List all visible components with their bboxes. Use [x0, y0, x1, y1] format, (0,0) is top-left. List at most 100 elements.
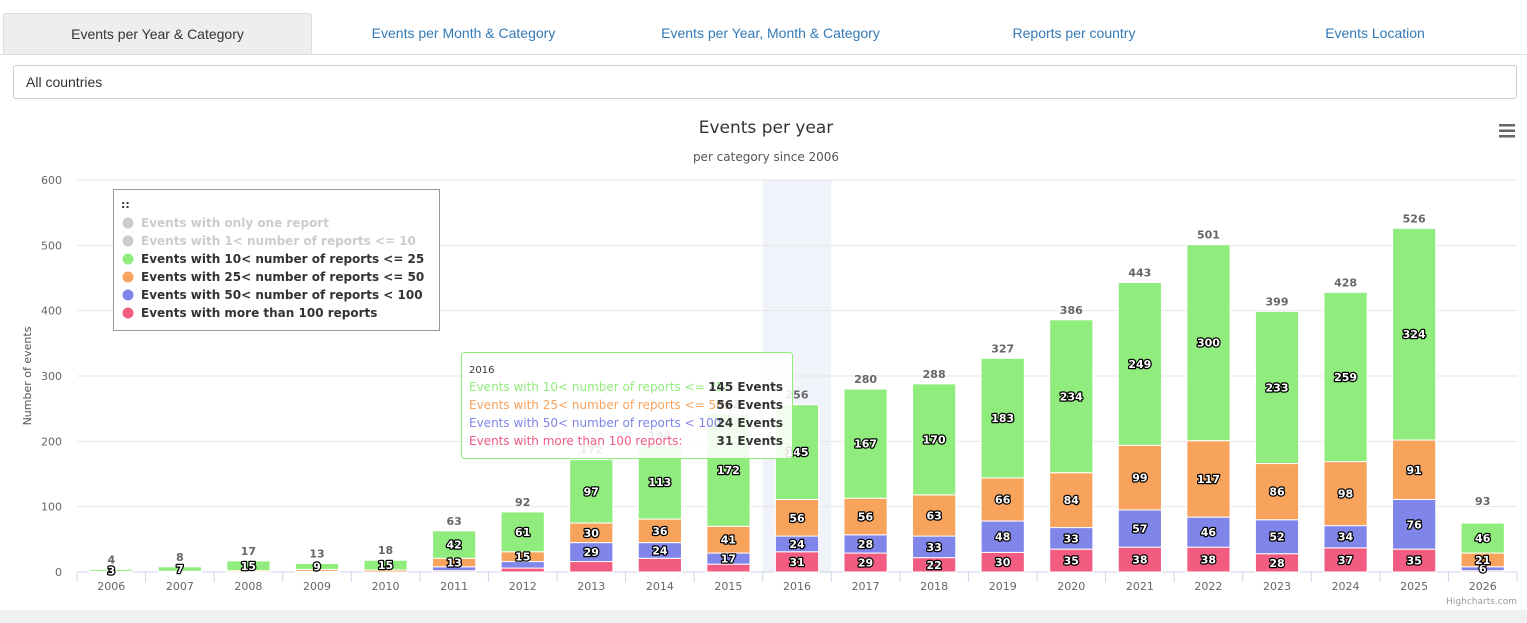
x-tick-label: 2009 — [303, 580, 331, 593]
x-tick-label: 2010 — [372, 580, 400, 593]
legend-symbol — [122, 271, 134, 283]
bar-segment — [294, 563, 340, 570]
x-tick-label: 2008 — [234, 580, 262, 593]
legend-item[interactable]: Events with more than 100 reports — [141, 306, 377, 320]
data-label: 3 — [107, 564, 115, 577]
y-tick-label: 0 — [55, 566, 62, 579]
total-label: 8 — [176, 551, 184, 564]
data-label: 28 — [1269, 557, 1284, 570]
data-label: 38 — [1132, 554, 1147, 567]
data-label: 113 — [648, 476, 671, 489]
tooltip-name: Events with 50< number of reports < 100: — [469, 416, 725, 430]
legend-item[interactable]: Events with 10< number of reports <= 25 — [141, 252, 424, 266]
data-label: 36 — [652, 525, 668, 538]
credits[interactable]: Highcharts.com — [1446, 597, 1517, 607]
bar-segment — [1254, 310, 1300, 465]
legend-symbol — [122, 235, 134, 247]
y-axis-label: Number of events — [21, 326, 34, 425]
bar-segment — [1323, 461, 1368, 527]
data-label: 76 — [1406, 518, 1422, 531]
data-label: 56 — [858, 510, 874, 523]
data-label: 233 — [1266, 381, 1289, 394]
legend-item[interactable]: Events with only one report — [141, 216, 329, 230]
data-label: 33 — [926, 541, 941, 554]
tooltip-value: 24 Events — [717, 416, 783, 430]
tab[interactable]: Events per Year & Category — [3, 13, 312, 55]
total-label: 93 — [1475, 495, 1490, 508]
bar-segment — [569, 459, 614, 524]
data-label: 34 — [1338, 531, 1354, 544]
bar-segment — [1323, 547, 1368, 573]
tooltip: 2016 Events with 10< number of reports <=… — [461, 352, 793, 459]
data-label: 57 — [1132, 523, 1147, 536]
tab-divider — [0, 54, 1527, 55]
bar-segment — [1323, 291, 1368, 463]
total-label: 526 — [1403, 212, 1426, 225]
total-label: 443 — [1128, 267, 1151, 280]
total-label: 63 — [446, 515, 461, 528]
bar-segment — [1392, 227, 1437, 441]
bar-segment — [569, 561, 614, 573]
x-tick-label: 2015 — [714, 580, 742, 593]
menu-icon[interactable] — [1499, 124, 1515, 138]
bar-segment — [1186, 516, 1231, 548]
bar-segment — [1186, 244, 1231, 442]
x-tick-label: 2017 — [852, 580, 880, 593]
legend-item[interactable]: Events with 50< number of reports < 100 — [141, 288, 423, 302]
data-label: 167 — [854, 438, 877, 451]
data-label: 35 — [1064, 555, 1079, 568]
legend-item[interactable]: Events with 25< number of reports <= 50 — [141, 270, 424, 284]
legend-symbol — [122, 289, 134, 301]
bar-segment — [1392, 498, 1437, 550]
data-label: 38 — [1201, 554, 1216, 567]
data-label: 300 — [1197, 337, 1220, 350]
data-label: 61 — [515, 526, 530, 539]
bar-segment — [432, 530, 477, 559]
y-tick-label: 200 — [41, 435, 62, 448]
x-tick-label: 2016 — [783, 580, 811, 593]
data-label: 183 — [991, 412, 1014, 425]
bar-segment — [980, 477, 1025, 522]
country-select[interactable]: All countries — [13, 65, 1517, 99]
bar-segment — [912, 494, 957, 537]
x-tick-label: 2023 — [1263, 580, 1291, 593]
bar-segment — [226, 560, 271, 572]
bar-segment — [1460, 522, 1505, 554]
tab[interactable]: Events per Year, Month & Category — [661, 25, 880, 41]
tooltip-name: Events with 10< number of reports <= 25: — [469, 380, 728, 394]
data-label: 46 — [1475, 532, 1491, 545]
data-label: 17 — [721, 553, 736, 566]
data-label: 29 — [858, 557, 873, 570]
tab[interactable]: Reports per country — [1012, 25, 1136, 41]
data-label: 99 — [1132, 472, 1147, 485]
data-label: 48 — [995, 531, 1010, 544]
total-label: 92 — [515, 496, 530, 509]
data-label: 41 — [721, 534, 736, 547]
data-label: 35 — [1406, 555, 1421, 568]
x-tick-label: 2012 — [509, 580, 537, 593]
bar-segment — [1254, 463, 1300, 521]
data-label: 63 — [926, 509, 941, 522]
tab[interactable]: Events Location — [1325, 25, 1425, 41]
total-label: 13 — [309, 548, 324, 561]
total-label: 399 — [1266, 295, 1289, 308]
x-tick-label: 2013 — [577, 580, 605, 593]
legend-box — [113, 189, 440, 331]
data-label: 33 — [1064, 532, 1079, 545]
data-label: 15 — [378, 559, 393, 572]
data-label: 66 — [995, 493, 1011, 506]
tooltip-value: 31 Events — [717, 434, 783, 448]
total-label: 4 — [107, 553, 115, 566]
chart: Events per year per category since 2006 … — [21, 118, 1518, 607]
chart-subtitle: per category since 2006 — [693, 150, 839, 164]
x-tick-label: 2025 — [1400, 580, 1428, 593]
x-tick-label: 2024 — [1332, 580, 1360, 593]
y-tick-label: 300 — [41, 370, 62, 383]
legend-item[interactable]: Events with 1< number of reports <= 10 — [141, 234, 416, 248]
total-label: 428 — [1334, 276, 1357, 289]
bar-segment — [1392, 439, 1437, 500]
bar-segment — [500, 511, 545, 553]
data-label: 24 — [789, 538, 805, 551]
tab[interactable]: Events per Month & Category — [371, 25, 556, 41]
data-label: 86 — [1269, 486, 1285, 499]
